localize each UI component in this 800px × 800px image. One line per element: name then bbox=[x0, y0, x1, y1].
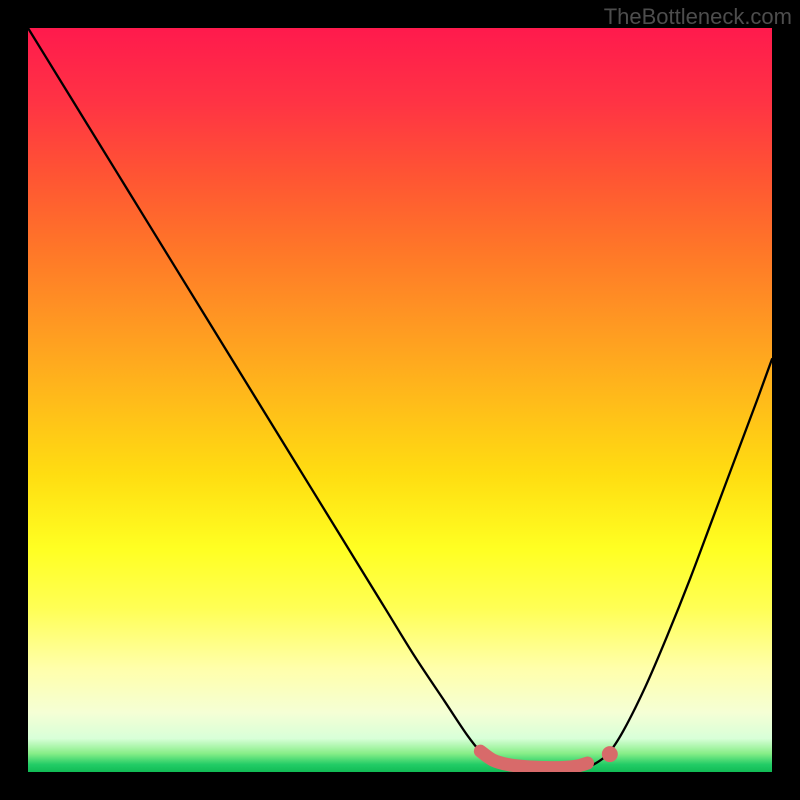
watermark-text: TheBottleneck.com bbox=[604, 4, 792, 30]
optimal-range-end-dot bbox=[602, 746, 618, 762]
curve-layer bbox=[28, 28, 772, 772]
bottleneck-curve bbox=[28, 28, 772, 772]
plot-area bbox=[28, 28, 772, 772]
optimal-range-marker bbox=[480, 751, 587, 768]
chart-frame: TheBottleneck.com bbox=[0, 0, 800, 800]
